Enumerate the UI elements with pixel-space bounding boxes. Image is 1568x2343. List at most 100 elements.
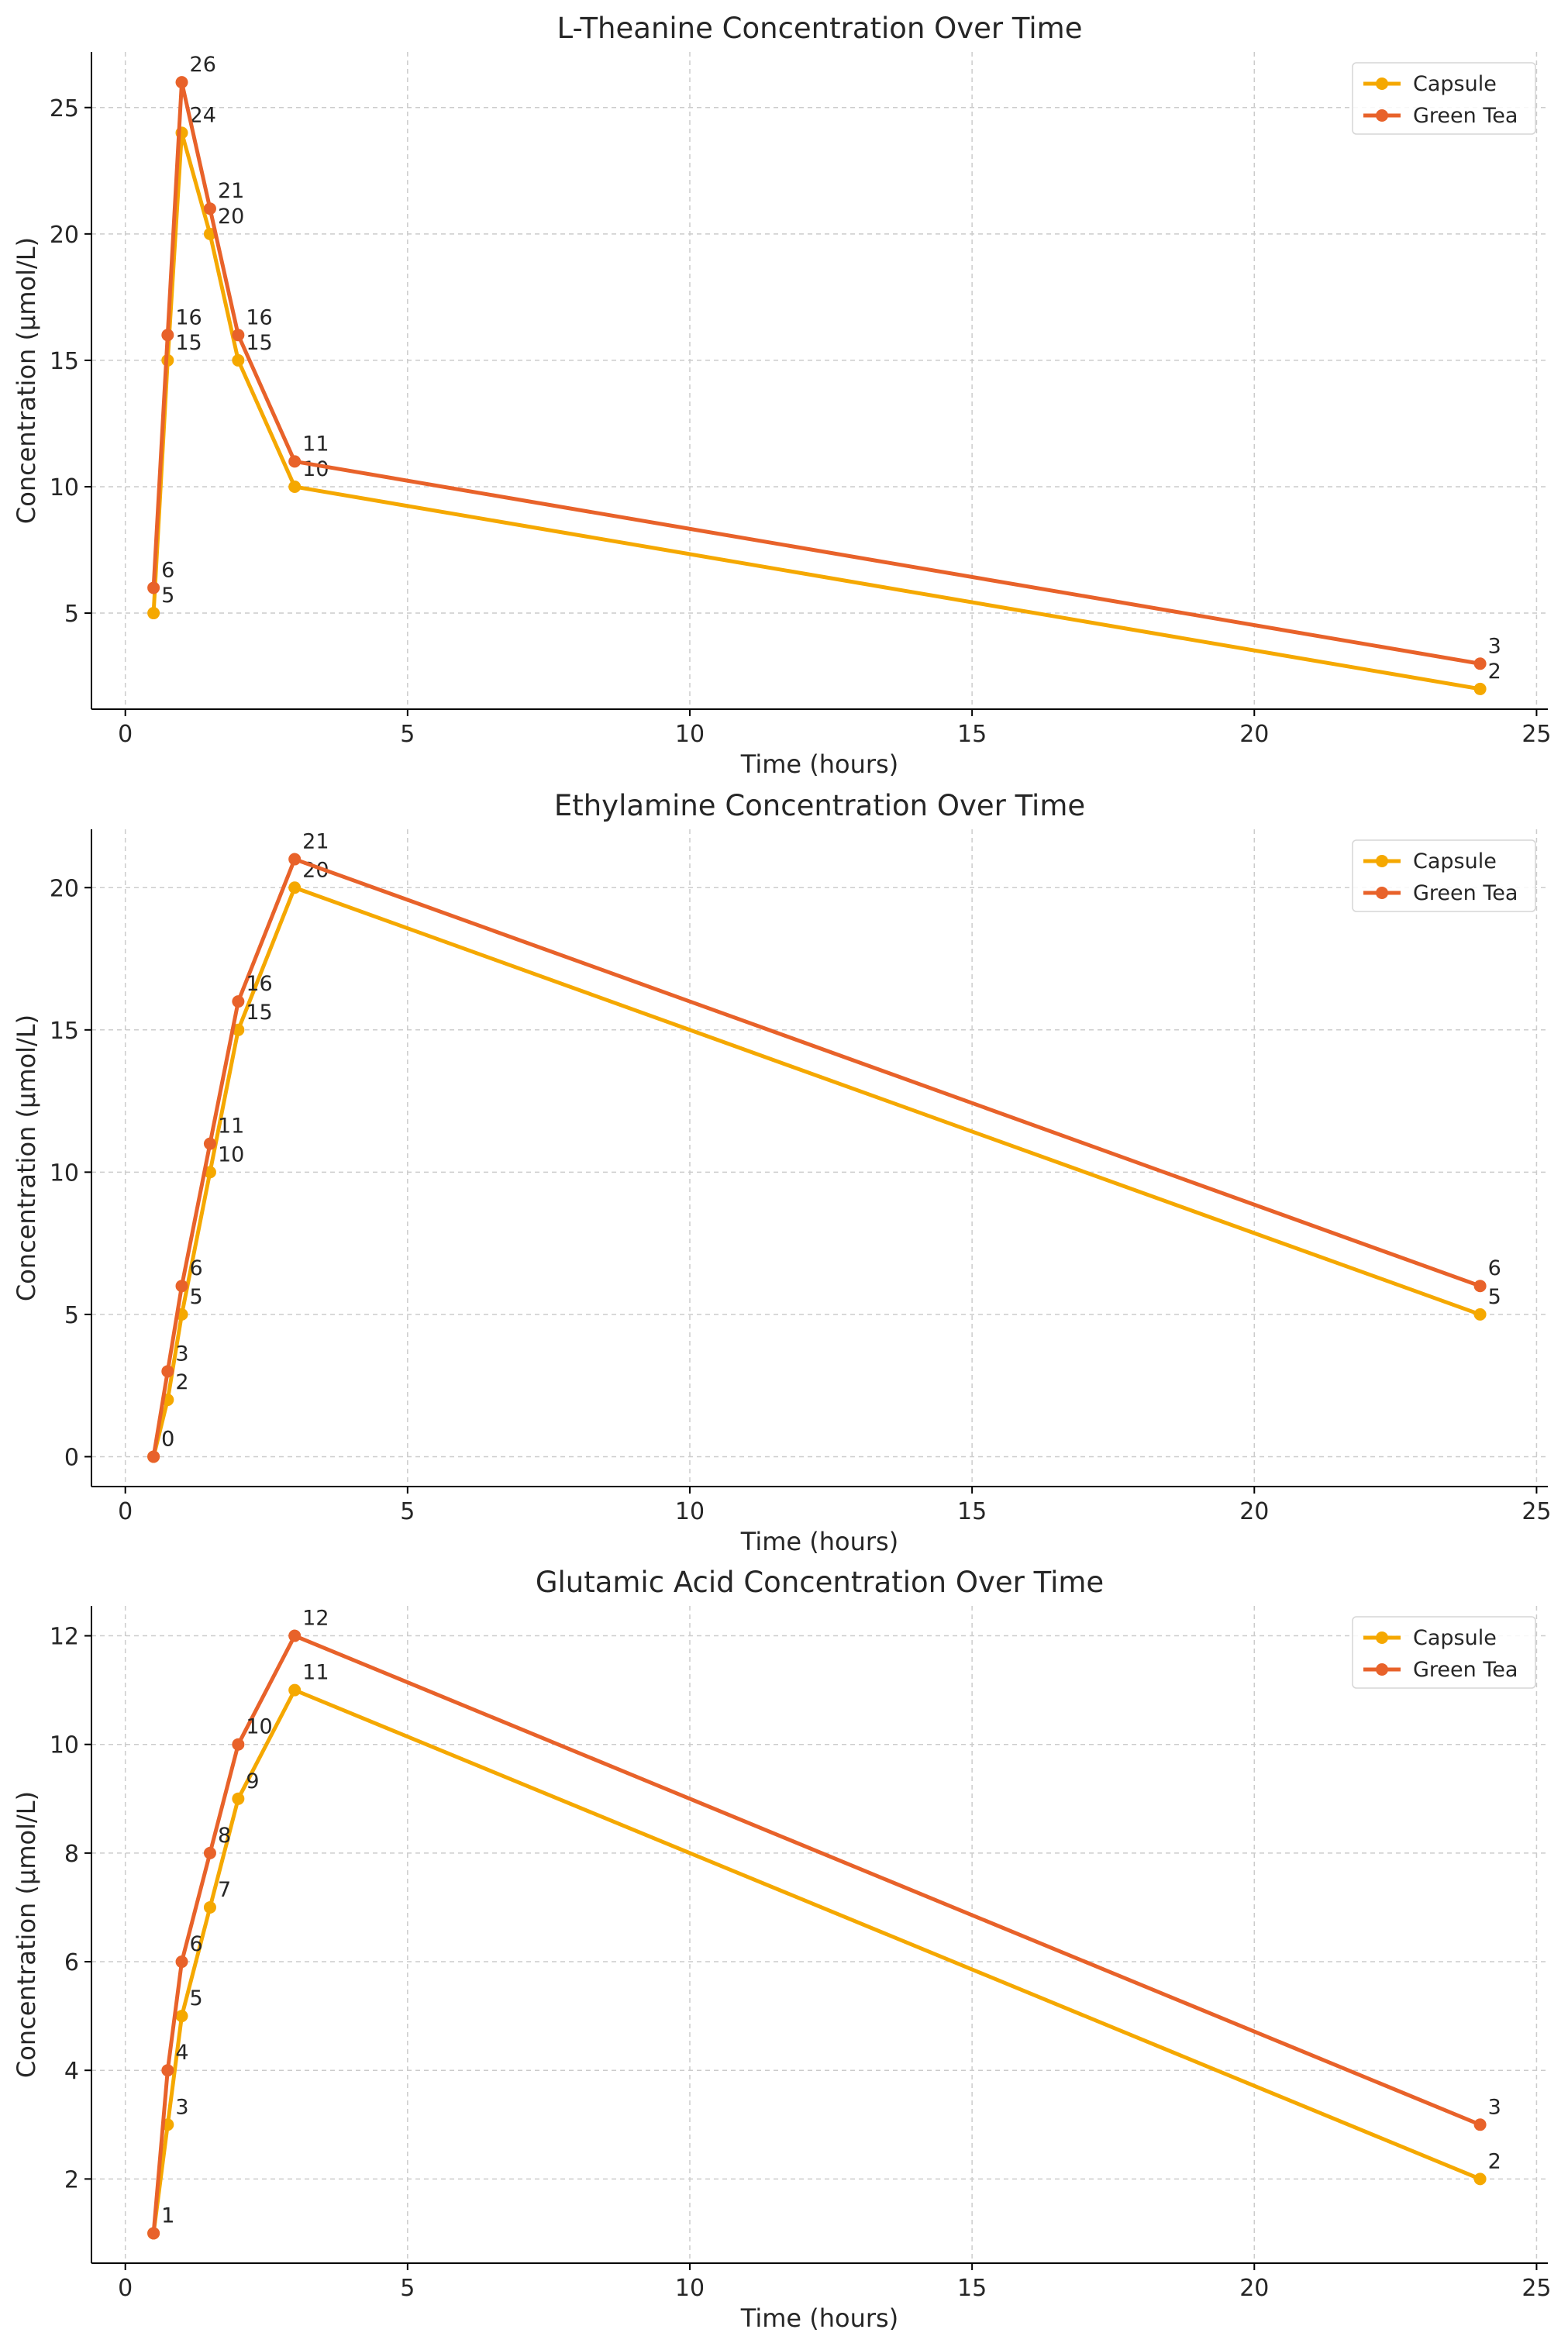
data-label: 16 [246,972,272,996]
data-label: 5 [190,1285,203,1309]
legend-marker [1376,1663,1388,1676]
data-label: 3 [1488,2095,1501,2119]
data-point [203,1846,216,1859]
legend-entry: Capsule [1413,72,1497,96]
data-label: 20 [218,205,244,229]
data-label: 10 [302,457,329,481]
legend-marker [1376,78,1388,90]
data-label: 3 [1488,634,1501,658]
data-label: 10 [218,1142,244,1166]
data-point [175,76,188,89]
data-label: 24 [190,103,216,127]
x-tick-label: 20 [1239,1498,1269,1525]
data-label: 15 [246,331,272,355]
y-tick-label: 10 [50,1159,79,1187]
x-axis-label: Time (hours) [740,2303,898,2333]
data-point [288,480,302,493]
data-point [288,1683,302,1697]
data-point [232,1792,245,1805]
data-point [147,1450,160,1463]
data-label: 10 [246,1715,272,1739]
y-tick-label: 5 [64,1302,79,1329]
data-label: 7 [218,1878,231,1902]
data-point [175,1955,188,1969]
data-label: 12 [302,1607,329,1631]
data-label: 15 [175,331,202,355]
data-label: 6 [161,558,174,582]
data-point [147,2227,160,2240]
data-point [203,202,216,215]
x-tick-label: 0 [118,1498,133,1525]
data-point [232,1738,245,1751]
chart-ethylamine: Ethylamine Concentration Over Time 0 5 10 15… [12,789,1552,1556]
data-point [1473,682,1487,695]
data-point [232,353,245,367]
x-tick-label: 15 [957,721,987,748]
data-label: 11 [302,1661,329,1685]
x-axis-label: Time (hours) [740,749,898,779]
data-label: 8 [218,1824,231,1848]
data-point [1473,1308,1487,1321]
chart-title: L-Theanine Concentration Over Time [557,12,1083,45]
data-point [232,329,245,342]
legend-entry: Capsule [1413,1626,1497,1650]
series-line-green-tea [151,1634,1481,2234]
x-tick-label: 5 [400,2275,415,2302]
x-tick-label: 25 [1521,1498,1551,1525]
data-label: 6 [1488,1256,1501,1280]
legend-marker [1376,109,1388,122]
data-point [203,1137,216,1150]
data-label: 3 [175,1342,188,1366]
data-point [1473,2172,1487,2186]
legend-entry: Green Tea [1413,881,1518,905]
legend-entry: Capsule [1413,849,1497,873]
legend-entry: Green Tea [1413,1658,1518,1682]
data-label: 21 [218,179,244,203]
legend-entry: Green Tea [1413,104,1518,128]
x-tick-label: 20 [1239,2275,1269,2302]
data-point [147,581,160,594]
data-point [288,1629,302,1642]
y-axis-label: Concentration (µmol/L) [12,237,41,524]
y-tick-label: 10 [50,1732,79,1759]
data-label: 5 [161,584,174,608]
data-label: 15 [246,1001,272,1025]
data-label: 11 [302,432,329,456]
x-tick-label: 10 [675,2275,705,2302]
x-tick-label: 10 [675,1498,705,1525]
y-tick-label: 25 [50,95,79,122]
data-point [203,1900,216,1914]
data-label: 2 [1488,660,1501,684]
y-tick-label: 6 [64,1949,79,1976]
x-tick-label: 5 [400,721,415,748]
y-axis-label: Concentration (µmol/L) [12,1791,41,2078]
x-tick-label: 0 [118,721,133,748]
data-label: 9 [246,1769,259,1793]
y-axis-label: Concentration (µmol/L) [12,1015,41,1301]
data-label: 1 [161,2203,174,2228]
data-point [1473,2118,1487,2131]
chart-glutamic-acid: Glutamic Acid Concentration Over Time 0 5 1… [12,1566,1552,2333]
y-tick-label: 0 [64,1444,79,1471]
y-tick-label: 2 [64,2166,79,2193]
legend-marker [1376,855,1388,867]
data-point [147,607,160,620]
y-tick-label: 15 [50,348,79,375]
legend-marker [1376,887,1388,899]
data-label: 16 [175,305,202,329]
y-tick-label: 5 [64,601,79,628]
x-tick-label: 25 [1521,2275,1551,2302]
data-point [232,995,245,1008]
y-tick-label: 20 [50,875,79,902]
x-tick-label: 25 [1521,721,1551,748]
x-tick-label: 0 [118,2275,133,2302]
data-label: 16 [246,305,272,329]
data-label: 26 [190,53,216,77]
series-line-green-tea [151,857,1481,1457]
y-tick-label: 10 [50,474,79,501]
chart-l-theanine: L-Theanine Concentration Over Time 0 5 10 15… [12,12,1552,779]
chart-title: Ethylamine Concentration Over Time [554,789,1085,822]
x-tick-label: 15 [957,2275,987,2302]
data-point [288,455,302,468]
